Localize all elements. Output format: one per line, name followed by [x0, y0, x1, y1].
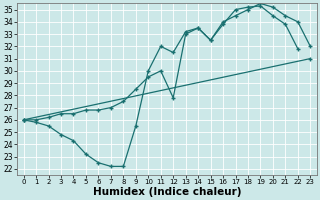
X-axis label: Humidex (Indice chaleur): Humidex (Indice chaleur) — [93, 187, 241, 197]
